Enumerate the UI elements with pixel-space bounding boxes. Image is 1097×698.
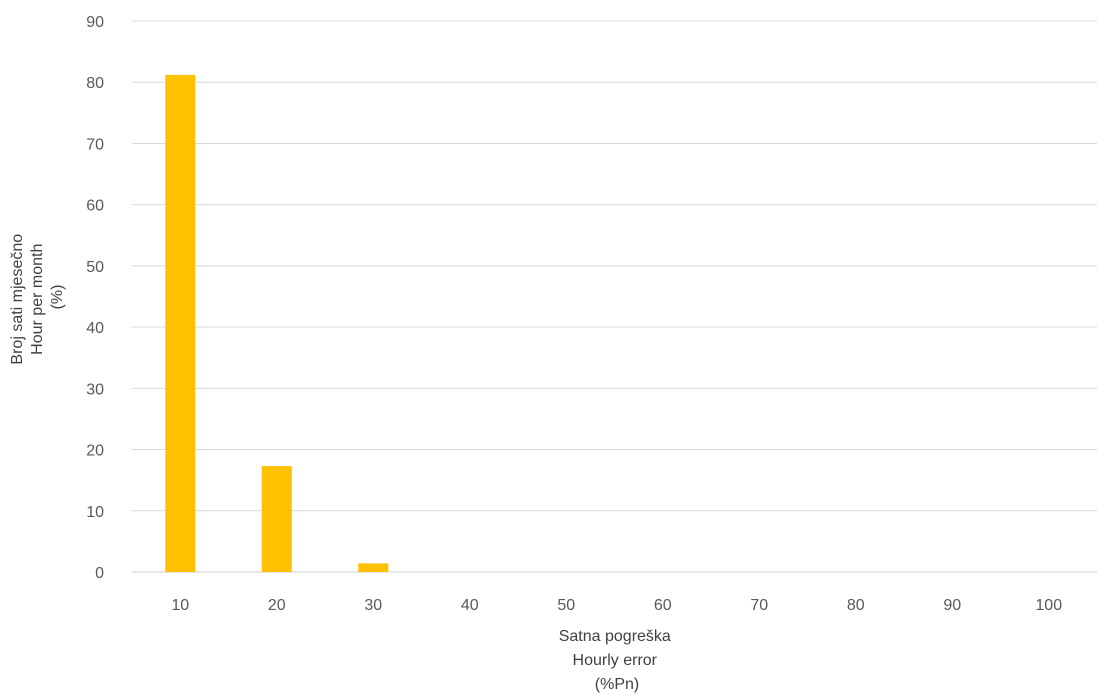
x-tick-label: 10 xyxy=(171,597,189,614)
y-tick-label: 0 xyxy=(95,565,104,582)
x-axis-title-line-1: Satna pogreška xyxy=(559,628,671,645)
x-axis-title-line-3: (%Pn) xyxy=(595,676,639,693)
bar xyxy=(165,74,196,573)
x-tick-label: 30 xyxy=(364,597,382,614)
bar xyxy=(261,466,292,572)
y-axis-title-line-1: Broj sati mjesečno xyxy=(9,234,26,365)
y-tick-label: 30 xyxy=(86,381,104,398)
y-tick-label: 60 xyxy=(86,198,104,215)
x-tick-label: 90 xyxy=(943,597,961,614)
x-tick-label: 60 xyxy=(654,597,672,614)
x-tick-label: 40 xyxy=(461,597,479,614)
y-tick-label: 10 xyxy=(86,504,104,521)
x-axis-title-line-2: Hourly error xyxy=(573,652,658,669)
y-tick-label: 20 xyxy=(86,443,104,460)
bar xyxy=(358,563,389,572)
y-tick-label: 50 xyxy=(86,259,104,276)
y-axis-ticks: 0 10 20 30 40 50 60 70 80 90 xyxy=(86,14,104,582)
y-tick-label: 80 xyxy=(86,75,104,92)
x-tick-label: 20 xyxy=(268,597,286,614)
x-tick-label: 50 xyxy=(557,597,575,614)
x-tick-label: 70 xyxy=(750,597,768,614)
x-axis-title: Satna pogreška Hourly error (%Pn) xyxy=(559,628,676,693)
x-tick-label: 80 xyxy=(847,597,865,614)
y-axis-title: Broj sati mjesečno Hour per month (%) xyxy=(9,229,66,364)
y-axis-title-line-2: Hour per month xyxy=(29,244,46,355)
x-axis-ticks: 10 20 30 40 50 60 70 80 90 100 xyxy=(171,597,1062,614)
gridlines xyxy=(132,20,1097,573)
y-axis-title-line-3: (%) xyxy=(49,285,66,310)
bars xyxy=(165,74,389,573)
y-tick-label: 70 xyxy=(86,136,104,153)
y-tick-label: 90 xyxy=(86,14,104,31)
y-tick-label: 40 xyxy=(86,320,104,337)
x-tick-label: 100 xyxy=(1035,597,1062,614)
